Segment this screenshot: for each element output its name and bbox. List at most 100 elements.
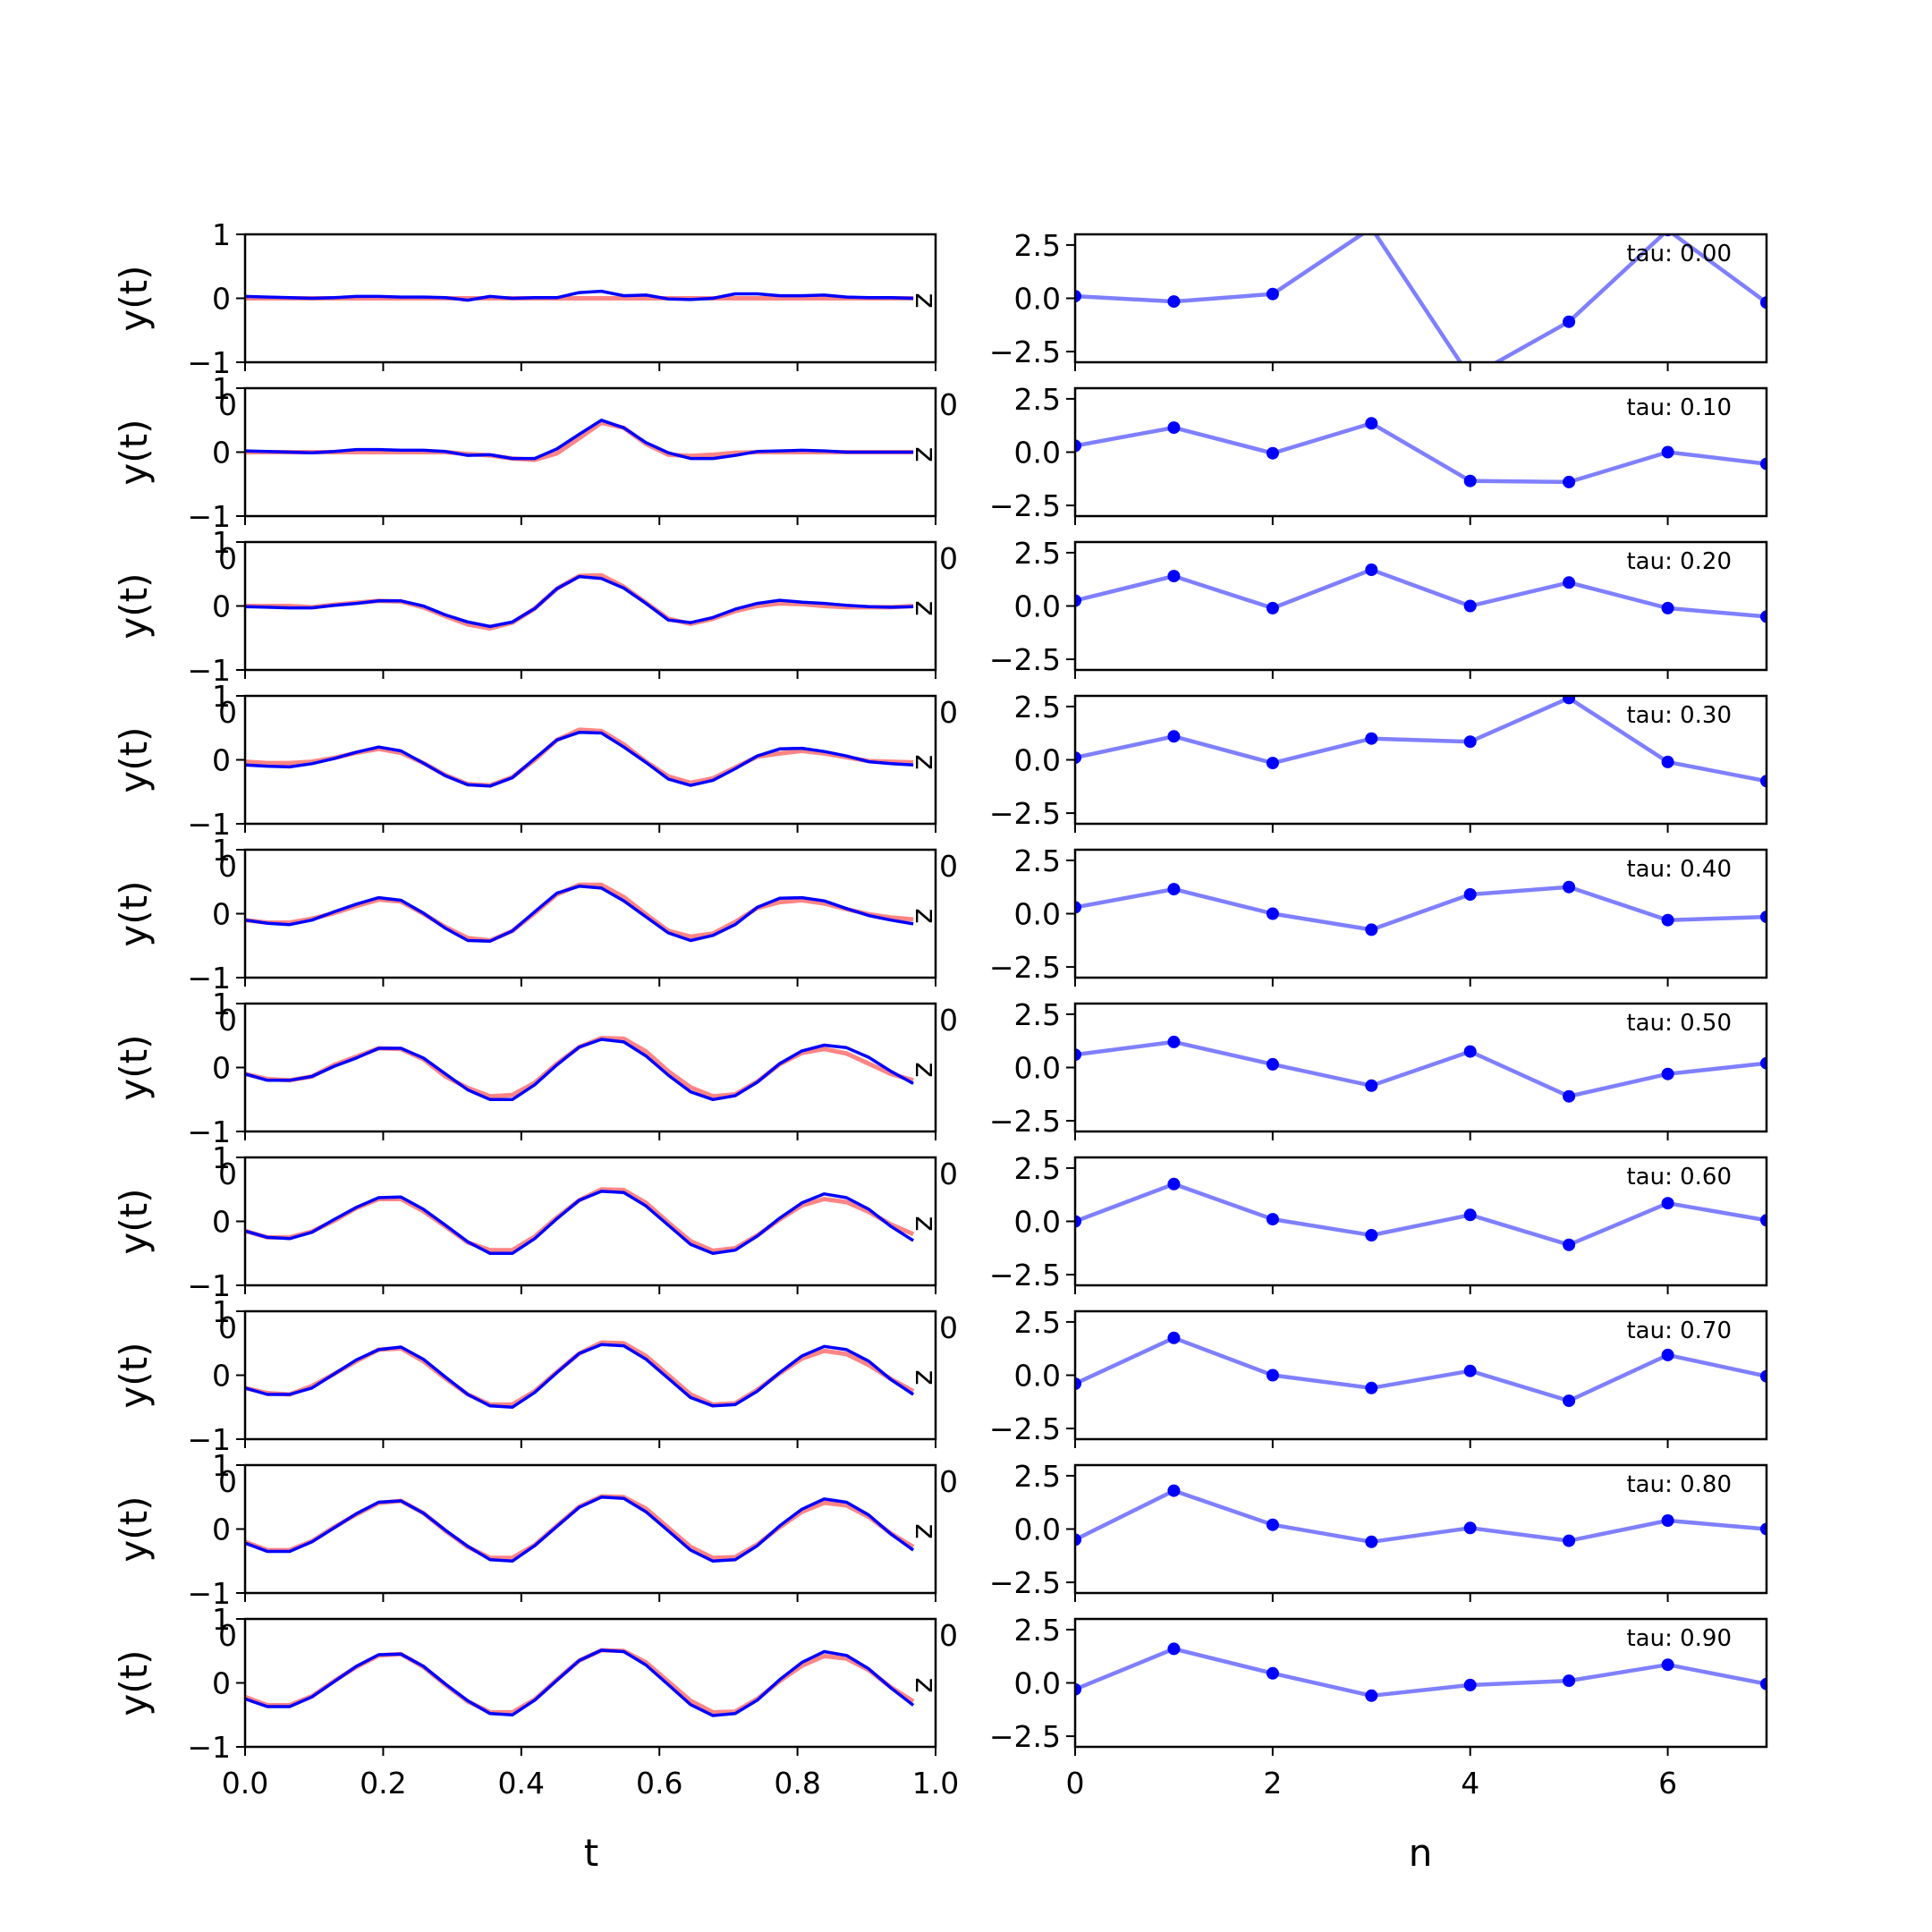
right-panel-5: −2.5 0.0 2.5 tau: 0.50 xyxy=(989,997,1768,1140)
coefficient-point xyxy=(1661,913,1674,927)
stray-zero-left: 0 xyxy=(218,695,237,730)
coefficient-point xyxy=(1266,907,1279,920)
coefficient-point xyxy=(1167,295,1181,309)
coefficient-point xyxy=(1266,1518,1279,1531)
coefficient-point xyxy=(1075,1533,1081,1546)
reference-line xyxy=(244,727,914,788)
coefficient-point xyxy=(1365,1079,1378,1092)
coefficient-point xyxy=(1075,901,1081,914)
y-tick-label: 0 xyxy=(212,436,231,470)
y-tick-label: 1 xyxy=(212,679,231,714)
coefficient-point xyxy=(1760,775,1767,788)
right-plot-area xyxy=(1075,234,1767,384)
x-tick-label: 0.4 xyxy=(498,1766,545,1801)
coefficient-point xyxy=(1563,576,1576,589)
left-y-axis-label: y(t) xyxy=(112,1188,156,1254)
coefficient-point xyxy=(1760,1056,1767,1070)
y-tick-label: 0.0 xyxy=(1014,436,1061,470)
right-plot-area xyxy=(1075,696,1767,788)
y-tick-label: −1 xyxy=(187,653,231,688)
y-tick-label: 2.5 xyxy=(1014,228,1061,263)
coefficient-point xyxy=(1167,1484,1181,1497)
coefficient-point xyxy=(1760,296,1767,309)
coefficient-point xyxy=(1463,735,1477,749)
coefficient-point xyxy=(1563,1534,1576,1547)
stray-zero-right: 0 xyxy=(939,387,958,422)
y-tick-label: 0.0 xyxy=(1014,1205,1061,1240)
left-axes-frame xyxy=(243,1156,937,1287)
coefficient-point xyxy=(1365,1229,1378,1241)
y-tick-label: −1 xyxy=(187,807,231,842)
y-tick-label: 0 xyxy=(212,1666,231,1701)
coefficient-point xyxy=(1266,287,1279,301)
coefficient-point xyxy=(1463,599,1477,613)
y-tick-label: 2.5 xyxy=(1014,690,1061,724)
coefficient-point xyxy=(1075,594,1081,607)
y-tick-label: 0 xyxy=(212,1205,231,1240)
coefficient-point xyxy=(1760,457,1767,470)
left-y-axis-label: y(t) xyxy=(112,1649,156,1716)
stray-zero-right: 0 xyxy=(939,1464,958,1499)
coefficient-point xyxy=(1464,371,1477,384)
y-tick-label: −2.5 xyxy=(989,1258,1061,1292)
coefficient-line xyxy=(1075,567,1767,619)
stray-zero-right: 0 xyxy=(939,849,958,884)
stray-z-label: z xyxy=(909,754,944,769)
coefficient-line xyxy=(1075,885,1767,932)
y-tick-label: 1 xyxy=(212,987,231,1021)
tau-label: tau: 0.50 xyxy=(1626,1010,1732,1037)
right-plot-area xyxy=(1075,1035,1767,1103)
coefficient-point xyxy=(1760,1677,1767,1690)
y-tick-label: −2.5 xyxy=(989,642,1061,677)
coefficient-point xyxy=(1075,1682,1081,1696)
coefficient-point xyxy=(1463,1521,1477,1535)
coefficient-point xyxy=(1563,880,1576,894)
left-y-axis-label: y(t) xyxy=(112,726,156,792)
coefficient-point xyxy=(1563,1394,1576,1408)
right-panel-8: −2.5 0.0 2.5 tau: 0.80 xyxy=(989,1459,1768,1602)
coefficient-point xyxy=(1365,564,1378,576)
tau-label: tau: 0.60 xyxy=(1626,1164,1732,1191)
coefficient-point xyxy=(1075,751,1081,765)
coefficient-point xyxy=(1167,883,1181,896)
stray-zero-right: 0 xyxy=(939,695,958,730)
right-x-axis-label: n xyxy=(1409,1831,1433,1875)
y-tick-label: −1 xyxy=(187,961,231,996)
y-tick-label: 1 xyxy=(212,1294,231,1329)
y-tick-label: 0.0 xyxy=(1014,897,1061,932)
coefficient-point xyxy=(1563,1089,1576,1103)
y-tick-label: 0 xyxy=(212,282,231,317)
left-axes-frame xyxy=(243,1309,937,1441)
coefficient-point xyxy=(1365,732,1378,745)
coefficient-point xyxy=(1661,1067,1674,1080)
y-tick-label: 1 xyxy=(212,525,231,560)
right-plot-area xyxy=(1075,880,1767,936)
coefficient-point xyxy=(1760,1214,1767,1227)
y-tick-label: −1 xyxy=(187,345,231,380)
left-axes-frame xyxy=(243,1463,937,1595)
coefficient-point xyxy=(1266,601,1279,614)
coefficient-point xyxy=(1075,439,1081,453)
left-y-axis-label: y(t) xyxy=(112,1496,156,1562)
y-tick-label: −1 xyxy=(187,1730,231,1765)
left-y-axis-label: y(t) xyxy=(112,1342,156,1408)
coefficient-point xyxy=(1167,1642,1181,1656)
prediction-line xyxy=(244,574,914,629)
prediction-line xyxy=(244,1038,914,1102)
coefficient-point xyxy=(1463,1208,1477,1222)
coefficient-point xyxy=(1167,730,1181,743)
x-tick-label: 0.0 xyxy=(222,1766,268,1801)
left-y-axis-label: y(t) xyxy=(112,265,156,331)
x-tick-label: 6 xyxy=(1658,1766,1677,1801)
tau-label: tau: 0.90 xyxy=(1626,1625,1732,1652)
left-x-axis-label: t xyxy=(584,1831,598,1875)
x-tick-label: 0.6 xyxy=(636,1766,682,1801)
right-plot-area xyxy=(1075,1642,1767,1702)
y-tick-label: 0 xyxy=(212,1513,231,1547)
stray-zero-left: 0 xyxy=(218,849,237,884)
y-tick-label: 1 xyxy=(212,371,231,406)
right-panel-7: −2.5 0.0 2.5 tau: 0.70 xyxy=(989,1305,1768,1448)
coefficient-point xyxy=(1661,445,1674,459)
left-y-axis-label: y(t) xyxy=(112,880,156,946)
left-y-axis-label: y(t) xyxy=(112,572,156,639)
